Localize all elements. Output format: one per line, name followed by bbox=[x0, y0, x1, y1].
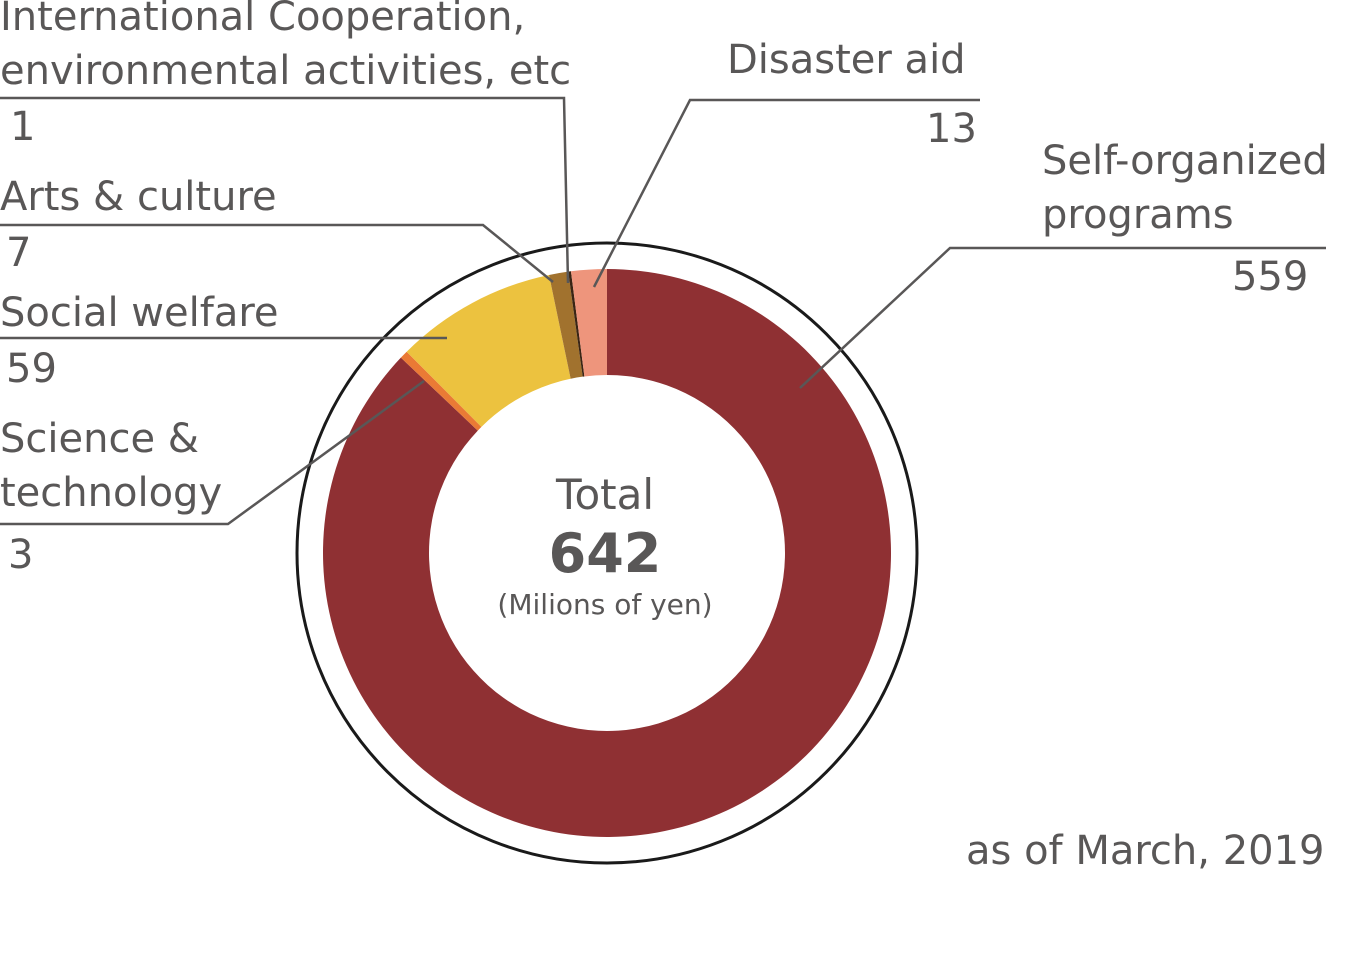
value-arts-culture: 7 bbox=[6, 230, 32, 276]
value-disaster-aid: 13 bbox=[926, 106, 977, 152]
center-title: Total bbox=[555, 470, 655, 519]
value-science-technology: 3 bbox=[8, 532, 34, 578]
value-international: 1 bbox=[10, 104, 36, 150]
slice-international bbox=[568, 271, 585, 377]
center-total-value: 642 bbox=[548, 522, 662, 585]
label-international-line1: International Cooperation, bbox=[0, 0, 526, 40]
label-disaster-aid: Disaster aid bbox=[727, 37, 966, 83]
leader-international bbox=[0, 96, 570, 284]
label-self-organized: Self-organized programs bbox=[1042, 134, 1328, 242]
label-science-line2: technology bbox=[0, 470, 223, 516]
slice-self-organized bbox=[323, 269, 892, 837]
value-social-welfare: 59 bbox=[6, 346, 57, 392]
label-international: International Cooperation, environmental… bbox=[0, 0, 571, 98]
leader-self-organized bbox=[799, 246, 1326, 389]
value-self-organized: 559 bbox=[1232, 254, 1309, 300]
slice-arts-culture bbox=[549, 271, 583, 379]
leader-disaster-aid bbox=[592, 98, 980, 288]
label-science-technology: Science & technology bbox=[0, 412, 222, 520]
slice-science-technology bbox=[400, 351, 482, 431]
slice-social-welfare bbox=[406, 274, 571, 427]
label-social-welfare: Social welfare bbox=[0, 290, 279, 336]
slices-group bbox=[323, 269, 892, 837]
leader-lines bbox=[0, 96, 1326, 526]
date-note: as of March, 2019 bbox=[966, 828, 1325, 874]
leader-arts-culture bbox=[0, 223, 554, 283]
label-international-line2: environmental activities, etc bbox=[0, 48, 572, 94]
leader-science-technology bbox=[0, 379, 425, 526]
outer-ring bbox=[295, 241, 919, 865]
center-unit: (Milions of yen) bbox=[497, 588, 713, 621]
slice-disaster-aid bbox=[570, 269, 607, 377]
label-self-organized-line1: Self-organized bbox=[1042, 138, 1328, 184]
label-science-line1: Science & bbox=[0, 416, 199, 462]
label-self-organized-line2: programs bbox=[1042, 192, 1234, 238]
label-arts-culture: Arts & culture bbox=[0, 174, 277, 220]
